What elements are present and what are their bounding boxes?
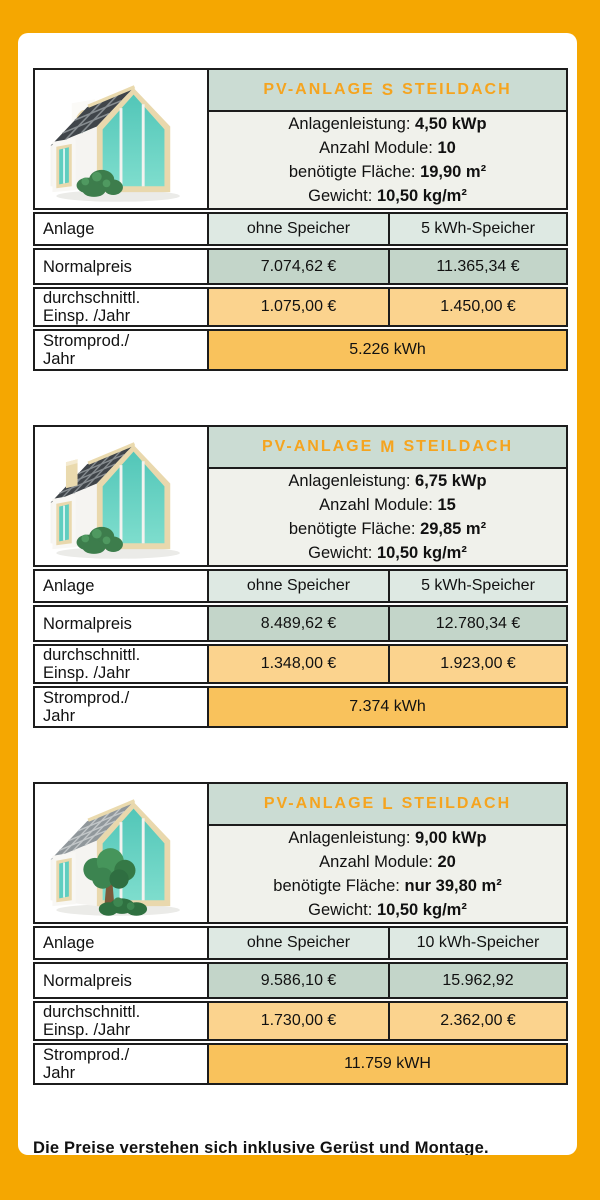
specs-block: Anlagenleistung: 9,00 kWp Anzahl Module:… bbox=[209, 826, 566, 922]
title-prefix: PV-ANLAGE bbox=[263, 795, 376, 812]
house-illustration-cell bbox=[35, 70, 209, 208]
title-size: L bbox=[382, 794, 395, 813]
stromproduktion-row: Stromprod./ Jahr 11.759 kWH bbox=[33, 1043, 568, 1085]
title-size: M bbox=[380, 437, 397, 456]
spec-weight: Gewicht: 10,50 kg/m² bbox=[308, 901, 467, 919]
row-label: Stromprod./ Jahr bbox=[35, 688, 209, 726]
col-header-speicher: 5 kWh-Speicher bbox=[390, 571, 566, 601]
col-header-ohne-speicher: ohne Speicher bbox=[209, 571, 390, 601]
house-solar-medium-icon bbox=[50, 442, 180, 559]
row-label: durchschnittl. Einsp. /Jahr bbox=[35, 1003, 209, 1039]
normalpreis-row: Normalpreis 7.074,62 € 11.365,34 € bbox=[33, 248, 568, 285]
house-solar-large-icon bbox=[50, 799, 180, 916]
row-label: Anlage bbox=[35, 571, 209, 601]
house-illustration-cell bbox=[35, 784, 209, 922]
spec-area: benötigte Fläche: 19,90 m² bbox=[288, 163, 487, 181]
spec-weight: Gewicht: 10,50 kg/m² bbox=[308, 544, 467, 562]
card-title: PV-ANLAGE S STEILDACH bbox=[209, 70, 566, 112]
col-header-ohne-speicher: ohne Speicher bbox=[209, 214, 390, 244]
table-header-row: Anlage ohne Speicher 10 kWh-Speicher bbox=[33, 926, 568, 960]
savings-cell: 1.075,00 € bbox=[209, 289, 390, 325]
title-prefix: PV-ANLAGE bbox=[261, 438, 374, 455]
spec-modules: Anzahl Module: 20 bbox=[319, 853, 456, 871]
savings-cell: 1.730,00 € bbox=[209, 1003, 390, 1039]
spec-weight: Gewicht: 10,50 kg/m² bbox=[308, 187, 467, 205]
title-suffix: STEILDACH bbox=[401, 795, 512, 812]
card-top-section: PV-ANLAGE M STEILDACH Anlagenleistung: 6… bbox=[33, 425, 568, 567]
normalpreis-row: Normalpreis 8.489,62 € 12.780,34 € bbox=[33, 605, 568, 642]
einsparung-row: durchschnittl. Einsp. /Jahr 1.075,00 € 1… bbox=[33, 287, 568, 327]
production-cell: 7.374 kWh bbox=[209, 688, 566, 726]
savings-cell: 1.923,00 € bbox=[390, 646, 566, 682]
row-label: Stromprod./ Jahr bbox=[35, 1045, 209, 1083]
row-label: Anlage bbox=[35, 214, 209, 244]
title-suffix: STEILDACH bbox=[403, 438, 514, 455]
spec-area: benötigte Fläche: 29,85 m² bbox=[288, 520, 487, 538]
house-illustration-cell bbox=[35, 427, 209, 565]
col-header-speicher: 5 kWh-Speicher bbox=[390, 214, 566, 244]
spec-area: benötigte Fläche: nur 39,80 m² bbox=[273, 877, 502, 895]
row-label: Anlage bbox=[35, 928, 209, 958]
production-cell: 5.226 kWh bbox=[209, 331, 566, 369]
card-header-and-specs: PV-ANLAGE S STEILDACH Anlagenleistung: 4… bbox=[209, 70, 566, 208]
row-label: durchschnittl. Einsp. /Jahr bbox=[35, 646, 209, 682]
stromproduktion-row: Stromprod./ Jahr 7.374 kWh bbox=[33, 686, 568, 728]
card-top-section: PV-ANLAGE S STEILDACH Anlagenleistung: 4… bbox=[33, 68, 568, 210]
title-suffix: STEILDACH bbox=[402, 81, 512, 98]
savings-cell: 1.348,00 € bbox=[209, 646, 390, 682]
table-header-row: Anlage ohne Speicher 5 kWh-Speicher bbox=[33, 212, 568, 246]
price-cell: 12.780,34 € bbox=[390, 607, 566, 640]
price-cell: 7.074,62 € bbox=[209, 250, 390, 283]
content-panel: PV-ANLAGE S STEILDACH Anlagenleistung: 4… bbox=[18, 33, 577, 1155]
row-label: Normalpreis bbox=[35, 964, 209, 997]
stromproduktion-row: Stromprod./ Jahr 5.226 kWh bbox=[33, 329, 568, 371]
table-header-row: Anlage ohne Speicher 5 kWh-Speicher bbox=[33, 569, 568, 603]
specs-block: Anlagenleistung: 6,75 kWp Anzahl Module:… bbox=[209, 469, 566, 565]
card-title: PV-ANLAGE L STEILDACH bbox=[209, 784, 566, 826]
normalpreis-row: Normalpreis 9.586,10 € 15.962,92 bbox=[33, 962, 568, 999]
title-size: S bbox=[381, 80, 396, 99]
spec-modules: Anzahl Module: 10 bbox=[319, 139, 456, 157]
row-label: durchschnittl. Einsp. /Jahr bbox=[35, 289, 209, 325]
pv-card-s: PV-ANLAGE S STEILDACH Anlagenleistung: 4… bbox=[33, 68, 568, 371]
card-header-and-specs: PV-ANLAGE M STEILDACH Anlagenleistung: 6… bbox=[209, 427, 566, 565]
price-cell: 15.962,92 bbox=[390, 964, 566, 997]
house-solar-small-icon bbox=[50, 85, 180, 202]
price-cell: 11.365,34 € bbox=[390, 250, 566, 283]
title-prefix: PV-ANLAGE bbox=[263, 81, 375, 98]
savings-cell: 2.362,00 € bbox=[390, 1003, 566, 1039]
specs-block: Anlagenleistung: 4,50 kWp Anzahl Module:… bbox=[209, 112, 566, 208]
einsparung-row: durchschnittl. Einsp. /Jahr 1.348,00 € 1… bbox=[33, 644, 568, 684]
col-header-ohne-speicher: ohne Speicher bbox=[209, 928, 390, 958]
spec-power: Anlagenleistung: 4,50 kWp bbox=[288, 115, 487, 133]
row-label: Normalpreis bbox=[35, 607, 209, 640]
production-cell: 11.759 kWH bbox=[209, 1045, 566, 1083]
price-cell: 9.586,10 € bbox=[209, 964, 390, 997]
row-label: Normalpreis bbox=[35, 250, 209, 283]
spec-modules: Anzahl Module: 15 bbox=[319, 496, 456, 514]
card-top-section: PV-ANLAGE L STEILDACH Anlagenleistung: 9… bbox=[33, 782, 568, 924]
spec-power: Anlagenleistung: 9,00 kWp bbox=[288, 829, 487, 847]
savings-cell: 1.450,00 € bbox=[390, 289, 566, 325]
spec-power: Anlagenleistung: 6,75 kWp bbox=[288, 472, 487, 490]
price-disclaimer: Die Preise verstehen sich inklusive Gerü… bbox=[33, 1139, 489, 1155]
pv-card-m: PV-ANLAGE M STEILDACH Anlagenleistung: 6… bbox=[33, 425, 568, 728]
pv-card-l: PV-ANLAGE L STEILDACH Anlagenleistung: 9… bbox=[33, 782, 568, 1085]
row-label: Stromprod./ Jahr bbox=[35, 331, 209, 369]
col-header-speicher: 10 kWh-Speicher bbox=[390, 928, 566, 958]
card-header-and-specs: PV-ANLAGE L STEILDACH Anlagenleistung: 9… bbox=[209, 784, 566, 922]
card-title: PV-ANLAGE M STEILDACH bbox=[209, 427, 566, 469]
einsparung-row: durchschnittl. Einsp. /Jahr 1.730,00 € 2… bbox=[33, 1001, 568, 1041]
price-cell: 8.489,62 € bbox=[209, 607, 390, 640]
